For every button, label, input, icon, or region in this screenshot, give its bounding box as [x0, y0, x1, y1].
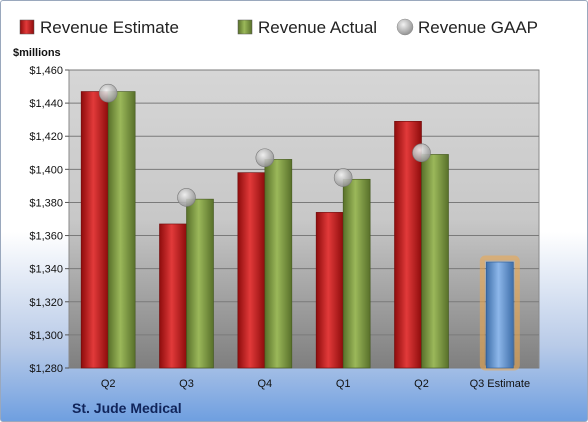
- x-tick-label: Q2: [414, 378, 429, 390]
- company-label: St. Jude Medical: [72, 400, 182, 416]
- legend: Revenue Estimate Revenue Actual Revenue GA…: [19, 18, 538, 37]
- bars: [80, 91, 520, 371]
- legend-swatch: [396, 18, 414, 36]
- y-tick-label: $1,400: [29, 164, 63, 176]
- y-tick-label: $1,460: [29, 65, 63, 77]
- plot-area: [68, 69, 540, 369]
- bar-revenue-estimate: [159, 223, 187, 369]
- bar-revenue-actual: [421, 154, 449, 369]
- bar-q3-estimate: [486, 261, 514, 369]
- marker-revenue-gaap: [255, 148, 275, 168]
- bar-revenue-actual: [264, 159, 293, 369]
- bar-revenue-estimate: [315, 212, 344, 369]
- legend-swatch: [237, 19, 253, 35]
- bar-revenue-estimate: [394, 121, 422, 369]
- y-tick-label: $1,420: [29, 131, 63, 143]
- legend-swatch: [19, 19, 35, 35]
- y-tick-label: $1,280: [29, 363, 63, 375]
- x-tick-label: Q4: [257, 378, 272, 390]
- legend-label: Revenue Estimate: [40, 18, 179, 37]
- x-tick-label: Q1: [336, 378, 351, 390]
- x-tick-label: Q3: [179, 378, 194, 390]
- y-tick-label: $1,320: [29, 297, 63, 309]
- y-axis: $1,280 $1,300 $1,320 $1,340 $1,360 $1,380 $1,4…: [29, 65, 69, 375]
- gaap-markers: [98, 83, 431, 207]
- x-tick-label: Q2: [101, 378, 116, 390]
- y-tick-label: $1,300: [29, 330, 63, 342]
- y-tick-label: $1,340: [29, 264, 63, 276]
- bar-revenue-actual: [342, 178, 371, 369]
- bar-revenue-estimate: [237, 172, 266, 369]
- y-tick-label: $1,360: [29, 231, 63, 243]
- x-tick-label: Q3 Estimate: [470, 378, 531, 390]
- gridlines: [69, 69, 539, 369]
- marker-revenue-gaap: [98, 83, 118, 103]
- y-tick-label: $1,440: [29, 98, 63, 110]
- y-axis-unit-label: $millions: [13, 47, 61, 59]
- marker-revenue-gaap: [177, 188, 196, 207]
- bar-revenue-estimate: [80, 91, 109, 369]
- y-tick-label: $1,380: [29, 197, 63, 209]
- marker-revenue-gaap: [412, 143, 431, 163]
- bar-revenue-actual: [186, 198, 214, 369]
- x-axis: Q2 Q3 Q4 Q1 Q2 Q3 Estimate: [101, 378, 530, 390]
- bar-revenue-actual: [107, 91, 136, 369]
- marker-revenue-gaap: [333, 168, 353, 187]
- legend-label: Revenue Actual: [258, 18, 377, 37]
- legend-label: Revenue GAAP: [418, 18, 538, 37]
